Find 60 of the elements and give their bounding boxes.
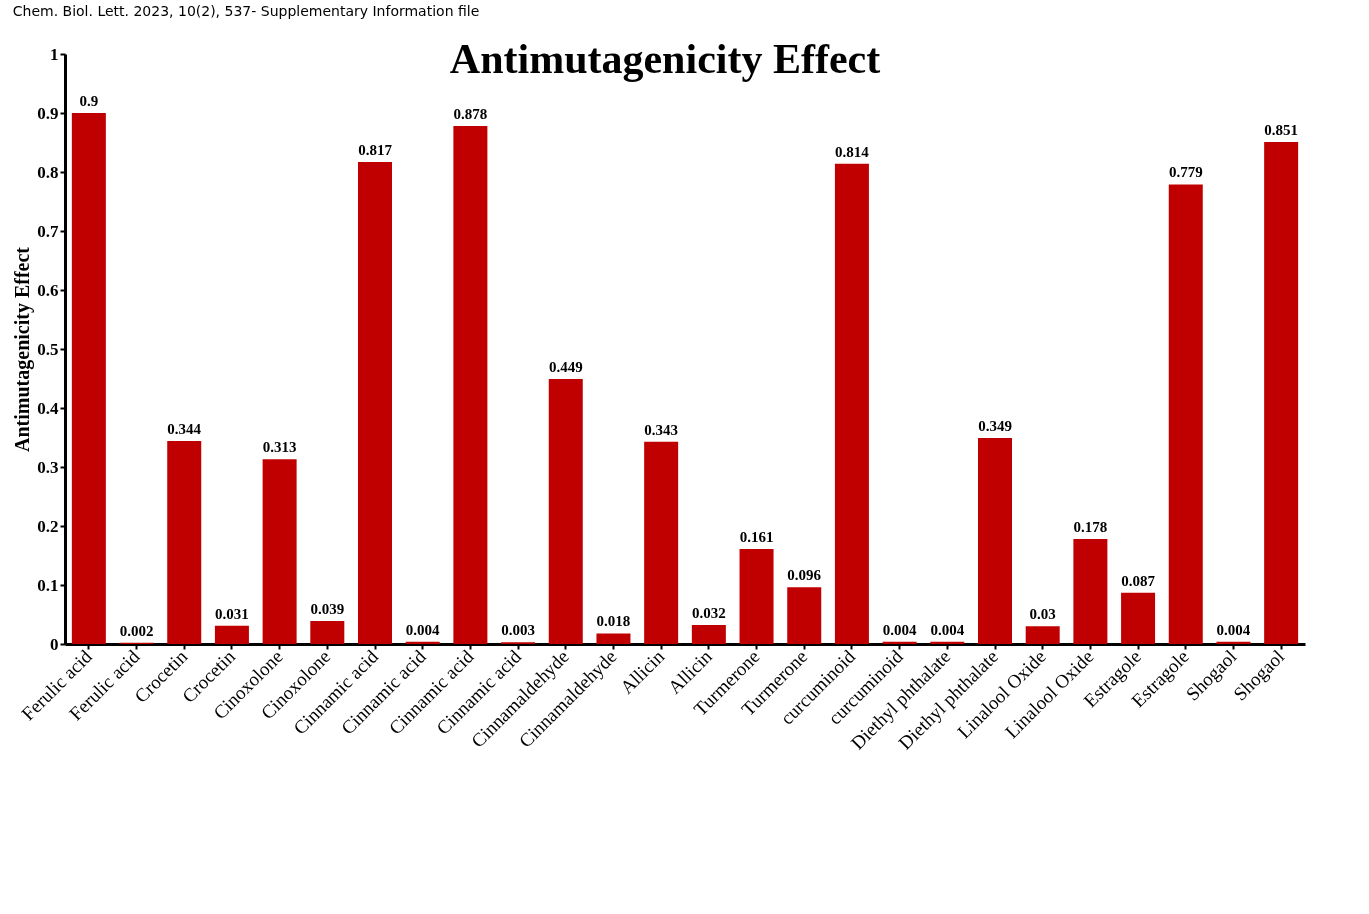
data-label: 0.031 (215, 605, 249, 622)
bar (834, 163, 869, 644)
data-label: 0.349 (978, 418, 1012, 435)
data-label: 0.878 (453, 105, 488, 122)
bar (214, 625, 249, 644)
y-tick-label: 0.7 (37, 221, 59, 241)
bar (71, 113, 106, 644)
y-tick-label: 0 (50, 634, 59, 654)
bar (596, 633, 631, 644)
data-label: 0.178 (1073, 518, 1108, 535)
data-label: 0.817 (358, 141, 393, 158)
data-label: 0.313 (262, 439, 297, 456)
data-label: 0.161 (739, 529, 774, 546)
data-label: 0.814 (835, 143, 870, 160)
y-tick-label: 0.3 (37, 457, 59, 477)
data-label: 0.851 (1264, 121, 1299, 138)
chart-title: Antimutagenicity Effect (449, 36, 881, 82)
bar (310, 620, 345, 644)
bar (1264, 141, 1299, 644)
bar (739, 549, 774, 644)
data-label: 0.004 (1216, 621, 1251, 638)
bar (978, 438, 1012, 644)
data-label: 0.779 (1168, 164, 1203, 181)
bar (644, 441, 679, 644)
y-axis-title: Antimutagenicity Effect (11, 246, 35, 452)
data-label: 0.344 (167, 421, 202, 438)
y-tick-label: 0.9 (37, 103, 59, 123)
bar (1121, 592, 1156, 644)
data-label: 0.03 (1029, 606, 1056, 623)
data-label: 0.002 (119, 622, 154, 639)
data-label: 0.004 (930, 621, 965, 638)
bar (167, 441, 202, 644)
y-tick-label: 0.2 (37, 516, 59, 536)
y-tick-label: 0.8 (37, 162, 59, 182)
y-tick-label: 1 (50, 44, 59, 64)
bar (1168, 184, 1203, 644)
bar (548, 379, 583, 644)
bar (691, 625, 726, 644)
data-label: 0.018 (596, 613, 631, 630)
data-label: 0.096 (787, 567, 822, 584)
bar (453, 125, 488, 644)
data-label: 0.087 (1121, 572, 1156, 589)
data-label: 0.032 (691, 605, 726, 622)
data-label: 0.343 (644, 421, 679, 438)
data-label: 0.9 (79, 93, 99, 109)
data-label: 0.004 (405, 621, 441, 638)
data-label: 0.039 (310, 600, 345, 617)
bar (358, 161, 392, 644)
bar (262, 459, 297, 644)
bar (787, 587, 822, 644)
y-tick-label: 0.5 (37, 339, 59, 359)
y-tick-label: 0.6 (37, 280, 59, 300)
text: Chem. Biol. Lett. 2023, 10(2), 537- Supplementary Information file (12, 3, 480, 19)
y-tick-label: 0.4 (37, 398, 59, 418)
bar (1073, 538, 1108, 644)
data-label: 0.004 (882, 621, 917, 638)
y-tick-label: 0.1 (37, 575, 59, 595)
data-label: 0.003 (501, 622, 535, 639)
data-label: 0.449 (548, 359, 583, 376)
bar (1025, 626, 1060, 644)
